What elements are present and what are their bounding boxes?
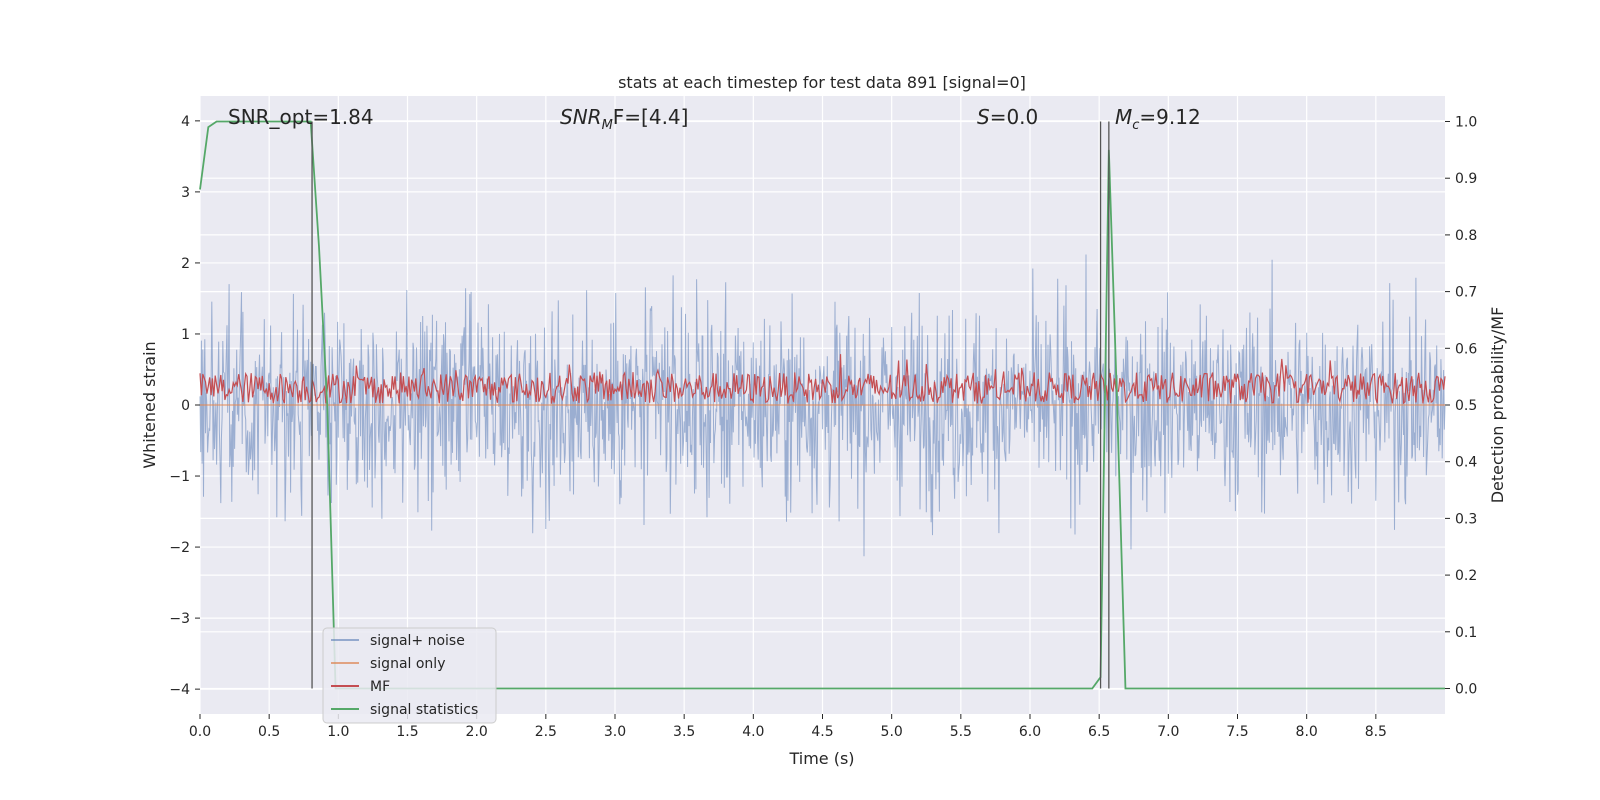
x-tick-label-10: 5.0	[881, 724, 903, 740]
yl-tick-label-0: −4	[169, 682, 190, 698]
x-axis-ticks: 0.0 0.5 1.0 1.5 2.0 2.5 3.0 3.5 4.0 4.5 5.0 5.5 6.0 6…	[189, 714, 1387, 740]
x-tick-label-11: 5.5	[950, 724, 972, 740]
x-tick-label-14: 7.0	[1157, 724, 1179, 740]
annotation-snr-mf: SNRMF=[4.4]	[560, 105, 688, 133]
yl-tick-label-6: 2	[181, 256, 190, 272]
x-tick-label-6: 3.0	[604, 724, 626, 740]
yr-tick-label-6: 0.6	[1455, 341, 1477, 357]
yr-tick-label-10: 1.0	[1455, 115, 1477, 131]
yr-tick-label-2: 0.2	[1455, 568, 1477, 584]
legend-label-signal-statistics: signal statistics	[370, 702, 478, 718]
mf-line	[199, 354, 1446, 405]
x-tick-label-9: 4.5	[811, 724, 833, 740]
x-tick-label-12: 6.0	[1019, 724, 1041, 740]
x-tick-label-0: 0.0	[189, 724, 211, 740]
x-tick-label-15: 7.5	[1226, 724, 1248, 740]
yl-tick-label-1: −3	[169, 611, 190, 627]
yr-tick-label-1: 0.1	[1455, 625, 1477, 641]
y-left-axis-label: Whitened strain	[140, 341, 159, 468]
yr-tick-label-4: 0.4	[1455, 455, 1477, 471]
legend-box	[322, 627, 497, 724]
x-axis-label: Time (s)	[788, 749, 854, 768]
yr-tick-label-3: 0.3	[1455, 511, 1477, 527]
annotation-s: S=0.0	[977, 105, 1038, 129]
yr-tick-label-7: 0.7	[1455, 285, 1477, 301]
yl-tick-label-3: −1	[169, 469, 190, 485]
legend: signal+ noise signal only MF signal stat…	[322, 627, 497, 724]
yl-tick-label-4: 0	[181, 398, 190, 414]
x-tick-label-16: 8.0	[1296, 724, 1318, 740]
annotation-mc: Mc=9.12	[1115, 105, 1201, 133]
yr-tick-label-0: 0.0	[1455, 681, 1477, 697]
legend-label-mf: MF	[370, 679, 390, 695]
legend-label-signal-only: signal only	[370, 656, 445, 672]
yl-tick-label-7: 3	[181, 185, 190, 201]
x-tick-label-2: 1.0	[327, 724, 349, 740]
legend-label-signal-noise: signal+ noise	[370, 633, 465, 649]
y-right-axis-label: Detection probability/MF	[1488, 307, 1507, 504]
yr-tick-label-8: 0.8	[1455, 228, 1477, 244]
yl-tick-label-5: 1	[181, 327, 190, 343]
x-tick-label-3: 1.5	[396, 724, 418, 740]
x-tick-label-13: 6.5	[1088, 724, 1110, 740]
yl-tick-label-2: −2	[169, 540, 190, 556]
x-tick-label-5: 2.5	[535, 724, 557, 740]
x-tick-label-4: 2.0	[466, 724, 488, 740]
y-right-axis-ticks: 0.0 0.1 0.2 0.3 0.4 0.5 0.6 0.7 0.8 0.9 1.0	[1445, 115, 1477, 697]
yr-tick-label-9: 0.9	[1455, 171, 1477, 187]
x-tick-label-7: 3.5	[673, 724, 695, 740]
yr-tick-label-5: 0.5	[1455, 398, 1477, 414]
x-tick-label-8: 4.0	[742, 724, 764, 740]
chart-title: stats at each timestep for test data 891…	[618, 73, 1026, 92]
yl-tick-label-8: 4	[181, 114, 190, 130]
x-tick-label-17: 8.5	[1365, 724, 1387, 740]
y-left-axis-ticks: −4 −3 −2 −1 0 1 2 3 4	[169, 114, 200, 698]
annotation-snr-opt: SNR_opt=1.84	[228, 105, 374, 129]
x-tick-label-1: 0.5	[258, 724, 280, 740]
